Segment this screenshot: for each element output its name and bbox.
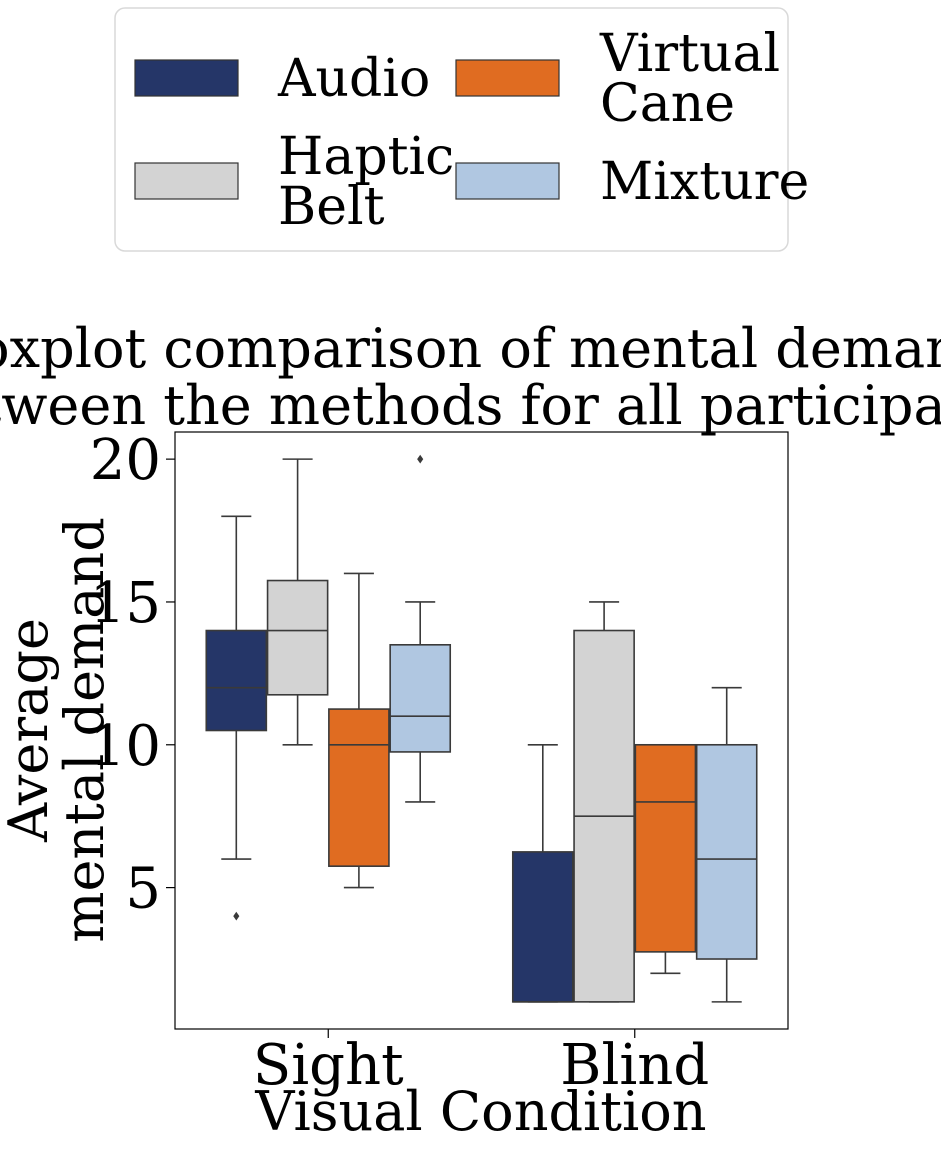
legend-swatch [455,162,560,200]
iqr-box [695,743,758,960]
legend-item-audio: Audio [134,49,430,109]
box-audio-blind [511,743,574,1003]
box-haptic-belt-sight [266,458,329,746]
legend-swatch [134,162,239,200]
outlier-point [417,454,424,464]
iqr-box [328,708,390,867]
boxes-layer [205,454,758,1003]
x-tick-label-blind: Blind [560,1033,709,1098]
y-tick-label: 10 [90,714,161,779]
box-haptic-belt-blind [573,601,635,1003]
iqr-box [389,644,452,753]
iqr-box [266,579,329,696]
y-axis-label-line-2: mental demand [53,517,116,943]
y-axis: 5 10 15 20 [90,428,175,922]
x-axis-label: Visual Condition [254,1080,706,1143]
legend-label: Audio [277,49,430,109]
box-virtual-cane-blind [634,743,697,975]
legend-frame [114,7,789,252]
legend-label: Cane [600,74,735,134]
legend-item-mixture: Mixture [455,152,809,212]
y-axis-label-line-1: Average [0,618,60,843]
y-tick-label: 15 [90,571,161,636]
y-tick-label: 5 [125,857,161,922]
y-tick-label: 20 [90,428,161,493]
legend-swatch [134,59,239,97]
iqr-box [634,743,697,953]
chart-title-line-1: Boxplot comparison of mental demand [0,317,941,380]
iqr-box [511,851,574,1003]
legend-label: Haptic [278,127,454,187]
chart-title-line-2: between the methods for all participants… [0,374,941,437]
x-axis: Sight Blind [253,1029,709,1098]
outlier-point [233,911,240,921]
x-tick-label-sight: Sight [253,1033,404,1098]
box-audio-sight [205,515,268,921]
legend-label: Belt [278,177,385,237]
legend-swatch [455,59,560,97]
legend-label: Mixture [600,152,809,212]
iqr-box [205,629,268,732]
box-mixture-sight [389,454,452,803]
box-virtual-cane-sight [328,572,390,889]
plot-area [174,431,789,1030]
legend-label: Virtual [599,24,780,84]
y-axis-label: Average mental demand [0,517,116,943]
box-mixture-blind [695,686,758,1003]
